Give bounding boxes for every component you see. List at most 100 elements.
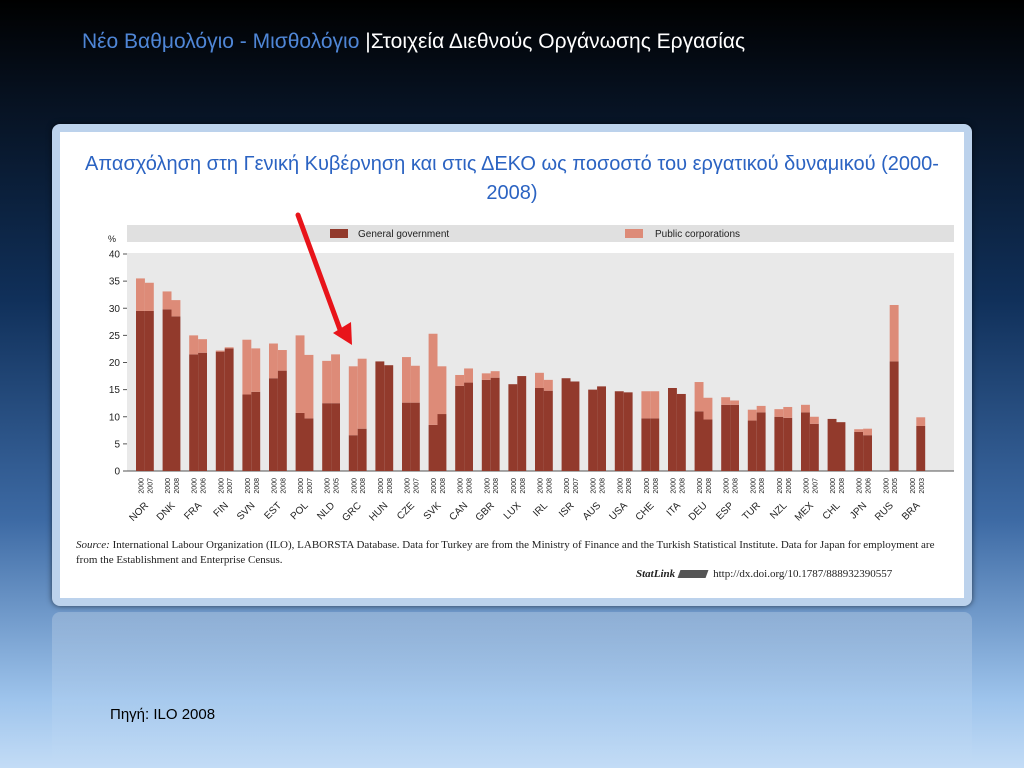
- year-label: 2008: [839, 478, 846, 494]
- bar-general-government-fra-2006: [198, 352, 207, 471]
- category-label: NZL: [768, 500, 789, 521]
- year-label: 2006: [866, 478, 873, 494]
- bar-general-government-nzl-2006: [783, 417, 793, 471]
- year-label: 2008: [360, 478, 367, 494]
- bar-general-government-pol-2007: [304, 418, 314, 471]
- bar-general-government-svn-2000: [242, 394, 252, 471]
- chart-title: Απασχόληση στη Γενική Κυβέρνηση και στις…: [85, 153, 939, 204]
- bar-general-government-rus-2005: [889, 361, 899, 471]
- year-label: 2007: [413, 478, 420, 494]
- statlink-logo-icon: [677, 570, 709, 579]
- bar-general-government-fin-2000: [215, 351, 225, 471]
- year-label: 2008: [467, 478, 474, 494]
- bar-public-corporations-tur-2000: [747, 409, 757, 421]
- year-label: 2000: [910, 478, 917, 494]
- bar-public-corporations-bra-2003: [916, 417, 926, 426]
- category-label: GBR: [474, 500, 497, 523]
- bar-general-government-esp-2000: [721, 404, 731, 471]
- bar-public-corporations-esp-2000: [721, 397, 731, 405]
- category-label: HUN: [367, 500, 390, 523]
- bar-public-corporations-mex-2007: [809, 416, 819, 424]
- bar-public-corporations-nor-2000: [136, 278, 145, 311]
- bar-public-corporations-fin-2000: [215, 350, 225, 352]
- bar-general-government-chl-2008: [836, 422, 846, 471]
- year-label: 2008: [653, 478, 660, 494]
- bar-public-corporations-est-2008: [277, 350, 287, 371]
- bar-general-government-can-2008: [464, 382, 473, 471]
- bar-public-corporations-grc-2000: [348, 366, 358, 436]
- bar-public-corporations-nor-2007: [144, 282, 154, 311]
- bar-public-corporations-nld-2005: [331, 354, 340, 404]
- legend-strip: [127, 225, 954, 242]
- category-label: SVK: [422, 500, 444, 522]
- year-label: 2008: [387, 478, 394, 494]
- legend-label-public-corporations: Public corporations: [655, 229, 740, 240]
- year-label: 2000: [591, 478, 598, 494]
- bar-general-government-irl-2000: [535, 387, 544, 471]
- bar-public-corporations-pol-2007: [304, 354, 314, 419]
- year-label: 2000: [351, 478, 358, 494]
- year-label: 2007: [812, 478, 819, 494]
- source-text: International Labour Organization (ILO),…: [76, 539, 935, 566]
- bar-general-government-svn-2008: [251, 391, 261, 471]
- category-label: CHL: [821, 500, 843, 522]
- year-label: 2008: [626, 478, 633, 494]
- category-label: TUR: [741, 500, 763, 522]
- y-tick-label: 0: [114, 467, 120, 478]
- bar-public-corporations-svk-2008: [437, 366, 447, 415]
- bar-general-government-est-2008: [277, 370, 287, 471]
- year-label: 2000: [431, 478, 438, 494]
- year-label: 2006: [201, 478, 208, 494]
- bar-general-government-dnk-2000: [162, 309, 172, 471]
- year-label: 2000: [750, 478, 757, 494]
- bar-general-government-che-2000: [641, 418, 651, 471]
- bar-general-government-hun-2008: [384, 365, 394, 471]
- year-label: 2000: [830, 478, 837, 494]
- bar-general-government-can-2000: [455, 385, 465, 471]
- bar-general-government-svk-2008: [437, 414, 447, 471]
- year-label: 2000: [245, 478, 252, 494]
- bar-public-corporations-gbr-2000: [481, 373, 491, 380]
- category-label: LUX: [502, 500, 524, 522]
- bar-public-corporations-est-2000: [269, 343, 278, 379]
- bar-public-corporations-mex-2000: [801, 404, 810, 413]
- bar-general-government-che-2008: [650, 418, 660, 471]
- bar-public-corporations-tur-2008: [756, 405, 766, 413]
- bar-public-corporations-esp-2008: [730, 400, 739, 405]
- bar-general-government-mex-2007: [809, 423, 819, 471]
- bar-general-government-ita-2008: [676, 393, 686, 471]
- year-label: 2008: [679, 478, 686, 494]
- bar-public-corporations-che-2008: [650, 391, 660, 419]
- bar-general-government-gbr-2000: [481, 379, 491, 471]
- bar-general-government-deu-2008: [703, 419, 713, 471]
- year-label: 2008: [493, 478, 500, 494]
- category-label: ESP: [714, 500, 736, 522]
- year-label: 2000: [724, 478, 731, 494]
- year-label: 2000: [325, 478, 332, 494]
- year-label: 2008: [520, 478, 527, 494]
- category-label: MEX: [793, 500, 816, 523]
- bar-general-government-grc-2000: [348, 435, 358, 471]
- bar-general-government-dnk-2008: [171, 316, 181, 471]
- y-tick-label: 30: [109, 304, 121, 315]
- source-label: Source:: [76, 539, 110, 551]
- legend-swatch-general-government: [330, 229, 348, 238]
- category-label: BRA: [900, 500, 923, 523]
- category-label: ISR: [557, 500, 577, 520]
- category-label: CHE: [634, 500, 657, 523]
- category-label: CZE: [395, 500, 417, 522]
- bar-general-government-lux-2008: [517, 376, 527, 471]
- bar-general-government-ita-2000: [668, 387, 677, 471]
- year-label: 2000: [458, 478, 465, 494]
- category-label: USA: [608, 500, 631, 523]
- year-label: 2000: [165, 478, 172, 494]
- bar-public-corporations-cze-2000: [402, 357, 411, 403]
- y-tick-label: 15: [109, 385, 121, 396]
- footer-source: Πηγή: ILO 2008: [110, 706, 216, 723]
- bar-general-government-hun-2000: [375, 361, 385, 471]
- bar-general-government-cze-2007: [410, 402, 420, 471]
- statlink-url[interactable]: http://dx.doi.org/10.1787/888932390557: [713, 568, 893, 580]
- slide-title: Νέο Βαθμολόγιο - Μισθολόγιο |Στοιχεία Δι…: [82, 30, 745, 54]
- year-label: 2000: [670, 478, 677, 494]
